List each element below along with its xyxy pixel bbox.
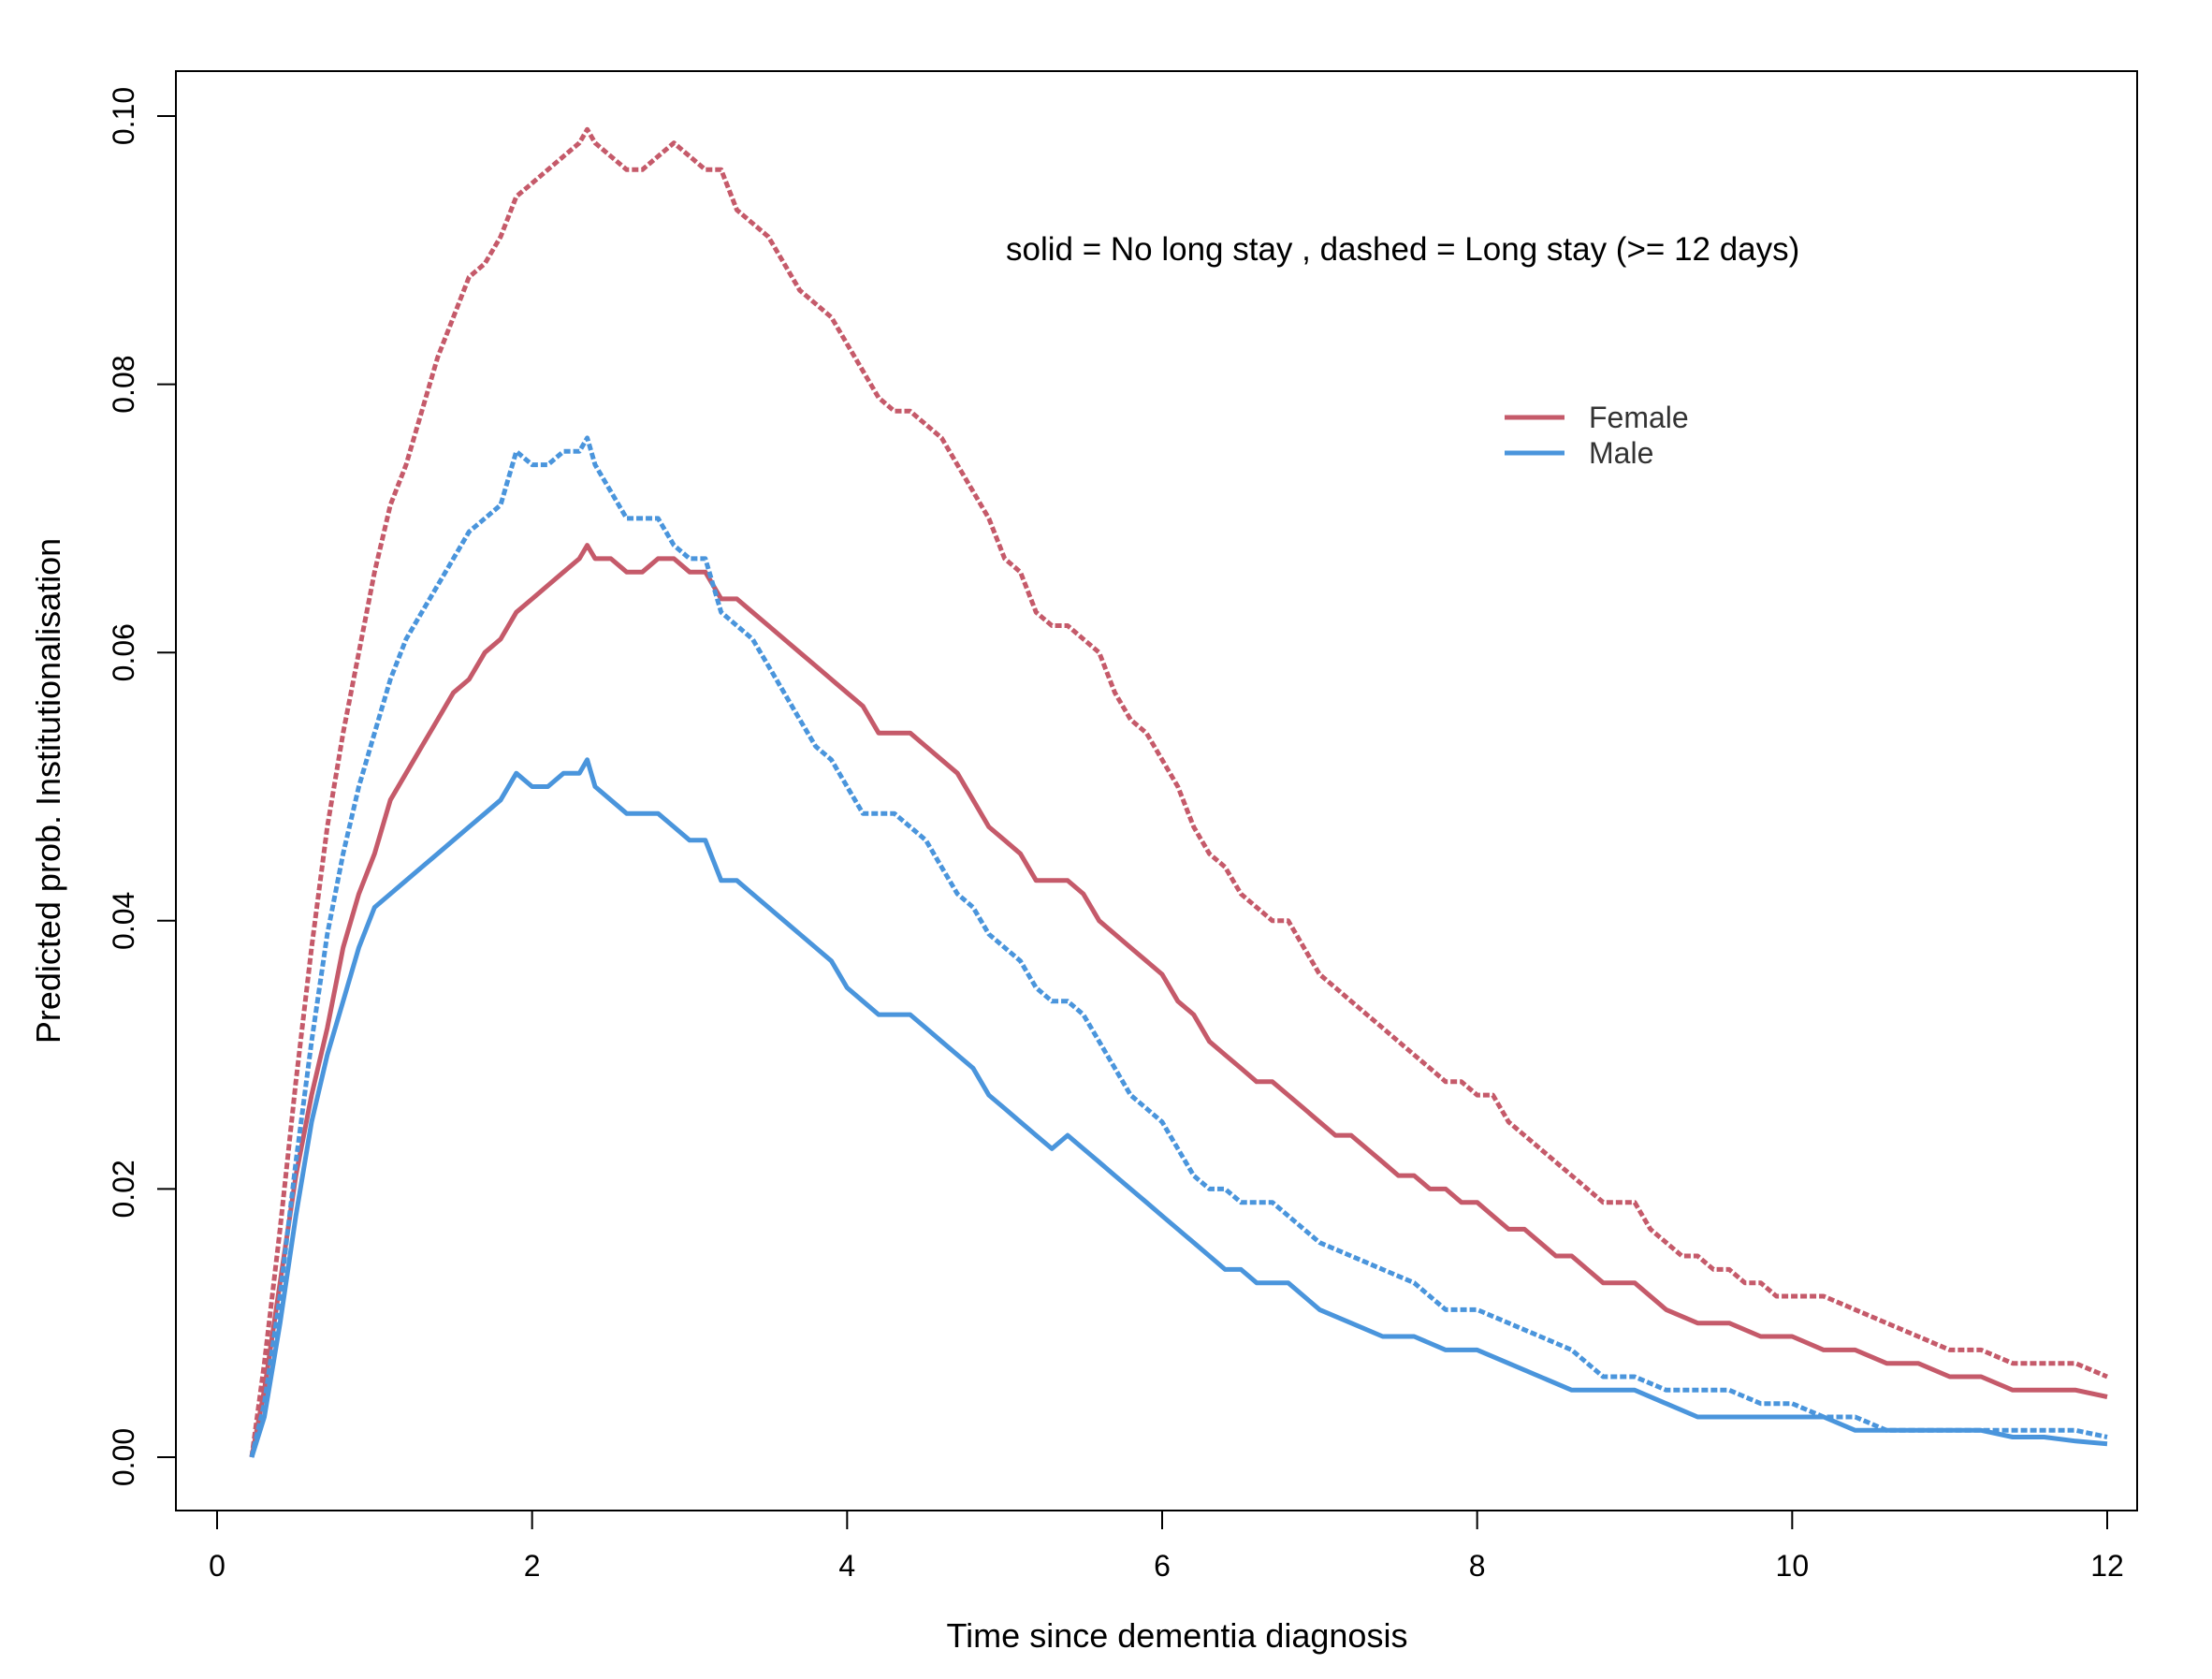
x-axis-title: Time since dementia diagnosis	[947, 1616, 1408, 1655]
legend-label-female: Female	[1589, 401, 1689, 434]
x-tick-label: 10	[1776, 1549, 1810, 1583]
series-line-male-dashed	[249, 435, 2108, 1458]
x-tick-label: 6	[1154, 1549, 1171, 1583]
y-tick-label: 0.04	[107, 892, 140, 950]
series-line-female-solid	[249, 543, 2108, 1458]
x-tick-label: 2	[524, 1549, 541, 1583]
y-ticks: 0.00 0.02 0.04 0.06 0.08 0.10	[107, 87, 176, 1486]
legend-label-male: Male	[1589, 436, 1653, 470]
x-tick-label: 4	[838, 1549, 855, 1583]
y-tick-label: 0.00	[107, 1428, 140, 1486]
series-layer	[249, 126, 2108, 1458]
y-tick-label: 0.08	[107, 355, 140, 413]
legend: Female Male	[1505, 401, 1689, 470]
series-line-male-solid	[249, 757, 2108, 1458]
y-axis-title: Predicted prob. Institutionalisation	[29, 538, 67, 1044]
y-tick-label: 0.10	[107, 87, 140, 145]
series-line-female-dashed	[249, 126, 2108, 1458]
x-tick-label: 0	[209, 1549, 226, 1583]
x-ticks: 0 2 4 6 8 10 12	[209, 1511, 2124, 1583]
y-tick-label: 0.06	[107, 623, 140, 681]
x-tick-label: 8	[1469, 1549, 1486, 1583]
line-style-annotation: solid = No long stay , dashed = Long sta…	[1006, 231, 1799, 268]
y-tick-label: 0.02	[107, 1160, 140, 1218]
x-tick-label: 12	[2090, 1549, 2124, 1583]
